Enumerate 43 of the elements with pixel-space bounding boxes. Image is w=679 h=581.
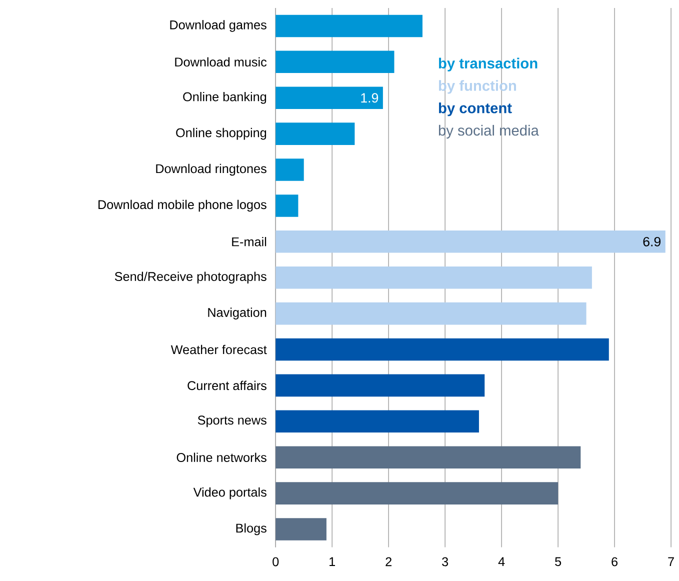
bar bbox=[276, 194, 298, 217]
bar bbox=[276, 518, 326, 540]
y-tick-label: Download music bbox=[175, 57, 267, 66]
y-tick-label: Download mobile phone logos bbox=[98, 200, 266, 212]
x-tick-label: 0 bbox=[272, 557, 279, 566]
bar bbox=[276, 50, 394, 73]
y-tick-label: E-mail bbox=[232, 236, 266, 246]
y-tick-label: Weather forecast bbox=[170, 344, 267, 354]
y-tick-label: Blogs bbox=[236, 523, 266, 536]
bar bbox=[276, 374, 485, 397]
bar bbox=[276, 338, 609, 361]
bar bbox=[276, 122, 355, 145]
bar bbox=[276, 14, 422, 38]
bar bbox=[276, 302, 586, 325]
data-label: 6.9 bbox=[643, 236, 661, 246]
y-tick-label: Online banking bbox=[183, 92, 266, 104]
y-tick-label: Video portals bbox=[193, 487, 266, 500]
y-tick-label: Online shopping bbox=[176, 128, 266, 140]
y-tick-label: Download ringtones bbox=[156, 164, 266, 176]
series-label: by transaction bbox=[438, 58, 538, 72]
bar bbox=[276, 446, 581, 468]
text: by content bbox=[438, 102, 512, 116]
y-tick-label: Send/Receive photographs bbox=[114, 272, 266, 284]
bar bbox=[276, 158, 304, 181]
bar bbox=[276, 410, 479, 432]
y-tick-label: Online networks bbox=[176, 452, 266, 462]
y-tick-label: Sports news bbox=[198, 416, 266, 428]
x-tick-label: 3 bbox=[442, 557, 448, 566]
x-tick-label: 5 bbox=[555, 557, 562, 566]
x-tick-label: 6 bbox=[612, 557, 618, 566]
y-tick-label: Download games bbox=[170, 20, 266, 32]
bar bbox=[276, 482, 558, 504]
bar bbox=[276, 86, 383, 109]
x-tick-label: 4 bbox=[498, 557, 505, 566]
x-tick-label: 2 bbox=[386, 557, 392, 566]
y-tick-label: Navigation bbox=[208, 308, 266, 320]
bar bbox=[276, 230, 666, 253]
x-tick-label: 7 bbox=[668, 557, 674, 566]
x-tick-label: 1 bbox=[330, 557, 335, 566]
bar bbox=[276, 266, 592, 289]
data-label: 1.9 bbox=[361, 93, 378, 102]
text: by social media bbox=[438, 124, 539, 138]
y-tick-label: Current affairs bbox=[188, 380, 266, 390]
